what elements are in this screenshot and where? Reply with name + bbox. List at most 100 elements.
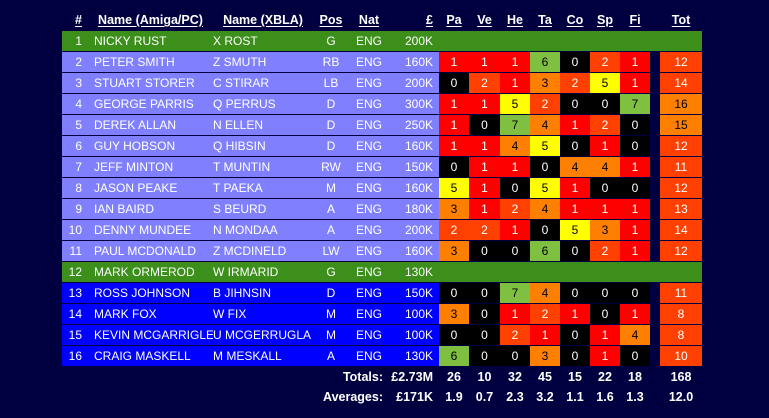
player-num: 7 [62, 157, 88, 178]
player-nat: ENG [349, 241, 389, 262]
header-tot[interactable]: Tot [660, 10, 702, 31]
header-co[interactable]: Co [560, 10, 590, 31]
player-rows: 1 NICKY RUST X ROST G ENG 200K 2 PETER SMITH Z S… [62, 31, 702, 367]
header-fi[interactable]: Fi [620, 10, 650, 31]
player-gap [650, 178, 660, 199]
player-pos: G [313, 262, 349, 283]
player-gap [650, 31, 660, 52]
player-stat-fi: 0 [620, 115, 650, 136]
header-sp[interactable]: Sp [590, 10, 620, 31]
player-price: 200K [389, 31, 439, 52]
player-nat: ENG [349, 136, 389, 157]
player-name-pc: JASON PEAKE [88, 178, 213, 199]
player-name-xbla: S BEURD [213, 199, 313, 220]
player-pos: RB [313, 52, 349, 73]
player-gap [650, 283, 660, 304]
player-row[interactable]: 2 PETER SMITH Z SMUTH RB ENG 160K 1 1 1 6 0 2 1 12 [62, 52, 702, 73]
player-name-pc: MARK ORMEROD [88, 262, 213, 283]
player-stat-pa: 0 [439, 325, 469, 346]
player-stat-sp: 2 [590, 52, 620, 73]
player-stat-fi [620, 31, 650, 52]
player-row[interactable]: 10 DENNY MUNDEE N MONDAA A ENG 200K 2 2 1 0 5 3 1 14 [62, 220, 702, 241]
totals-sp: 22 [598, 370, 612, 384]
player-row[interactable]: 5 DEREK ALLAN N ELLEN D ENG 250K 1 0 7 4 1 2 0 15 [62, 115, 702, 136]
player-name-pc: GUY HOBSON [88, 136, 213, 157]
totals-gap [650, 367, 660, 387]
header-name-xbla[interactable]: Name (XBLA) [213, 10, 313, 31]
player-stat-tot: 8 [660, 325, 702, 346]
player-gap [650, 199, 660, 220]
player-num: 13 [62, 283, 88, 304]
player-num: 8 [62, 178, 88, 199]
player-row[interactable]: 11 PAUL MCDONALD Z MCDINELD LW ENG 160K 3 0 0 6 0 2… [62, 241, 702, 262]
header-he[interactable]: He [500, 10, 530, 31]
player-stat-sp: 2 [590, 241, 620, 262]
header-num[interactable]: # [62, 10, 88, 31]
player-row[interactable]: 8 JASON PEAKE T PAEKA M ENG 160K 5 1 0 5 1 0 0 12 [62, 178, 702, 199]
player-stat-co: 0 [560, 241, 590, 262]
header-ta[interactable]: Ta [530, 10, 560, 31]
player-stat-co: 0 [560, 283, 590, 304]
player-stat-pa [439, 31, 469, 52]
player-nat: ENG [349, 346, 389, 367]
player-stat-sp: 1 [590, 346, 620, 367]
player-stat-sp: 4 [590, 157, 620, 178]
totals-price: £2.73M [391, 370, 433, 384]
player-stat-tot: 14 [660, 73, 702, 94]
player-name-xbla: C STIRAR [213, 73, 313, 94]
player-stat-he: 5 [500, 94, 530, 115]
player-stat-he: 2 [500, 325, 530, 346]
player-name-xbla: Z SMUTH [213, 52, 313, 73]
player-gap [650, 94, 660, 115]
player-stat-fi: 0 [620, 136, 650, 157]
player-name-xbla: T MUNTIN [213, 157, 313, 178]
player-stat-pa: 2 [439, 220, 469, 241]
player-row[interactable]: 1 NICKY RUST X ROST G ENG 200K [62, 31, 702, 52]
player-row[interactable]: 14 MARK FOX W FIX M ENG 100K 3 0 1 2 1 0 1 8 [62, 304, 702, 325]
player-stat-pa [439, 262, 469, 283]
player-stat-co: 4 [560, 157, 590, 178]
totals-ve: 10 [477, 370, 492, 384]
player-row[interactable]: 4 GEORGE PARRIS Q PERRUS D ENG 300K 1 1 5 2 0 0 7 16 [62, 94, 702, 115]
player-gap [650, 346, 660, 367]
player-stat-sp: 5 [590, 73, 620, 94]
player-stat-he: 0 [500, 346, 530, 367]
player-nat: ENG [349, 52, 389, 73]
player-name-pc: ROSS JOHNSON [88, 283, 213, 304]
player-pos: M [313, 178, 349, 199]
player-row[interactable]: 13 ROSS JOHNSON B JIHNSIN D ENG 150K 0 0 7 4 0 0 0 11 [62, 283, 702, 304]
header-nat[interactable]: Nat [349, 10, 389, 31]
header-row: # Name (Amiga/PC) Name (XBLA) Pos Nat £ … [62, 10, 702, 31]
header-pos[interactable]: Pos [313, 10, 349, 31]
player-gap [650, 325, 660, 346]
player-row[interactable]: 16 CRAIG MASKELL M MESKALL A ENG 130K 6 0 0 3 0 1 0 1… [62, 346, 702, 367]
player-row[interactable]: 7 JEFF MINTON T MUNTIN RW ENG 150K 0 1 1 0 4 4 1 11 [62, 157, 702, 178]
player-stat-co: 0 [560, 52, 590, 73]
header-price[interactable]: £ [389, 10, 439, 31]
player-row[interactable]: 3 STUART STORER C STIRAR LB ENG 200K 0 2 1 3 2 5 1 14 [62, 73, 702, 94]
player-stat-he: 0 [500, 178, 530, 199]
player-stat-ve: 1 [469, 178, 500, 199]
header-pa[interactable]: Pa [439, 10, 469, 31]
player-row[interactable]: 6 GUY HOBSON Q HIBSIN D ENG 160K 1 1 4 5 0 1 0 12 [62, 136, 702, 157]
player-name-pc: DEREK ALLAN [88, 115, 213, 136]
header-ve[interactable]: Ve [469, 10, 500, 31]
player-pos: G [313, 31, 349, 52]
player-stat-fi: 0 [620, 178, 650, 199]
player-stat-tot: 12 [660, 178, 702, 199]
averages-fi: 1.3 [626, 390, 644, 404]
player-gap [650, 157, 660, 178]
player-row[interactable]: 9 IAN BAIRD S BEURD A ENG 180K 3 1 2 4 1 1 1 13 [62, 199, 702, 220]
player-pos: LB [313, 73, 349, 94]
player-num: 11 [62, 241, 88, 262]
header-name-pc[interactable]: Name (Amiga/PC) [88, 10, 213, 31]
player-row[interactable]: 15 KEVIN MCGARRIGLE U MCGERRUGLA M ENG 100K 0 0… [62, 325, 702, 346]
player-stat-tot [660, 262, 702, 283]
player-stat-ve: 1 [469, 199, 500, 220]
player-num: 1 [62, 31, 88, 52]
player-stat-ta: 5 [530, 136, 560, 157]
player-stat-fi [620, 262, 650, 283]
player-stat-co: 1 [560, 115, 590, 136]
player-name-pc: PAUL MCDONALD [88, 241, 213, 262]
player-row[interactable]: 12 MARK ORMEROD W IRMARID G ENG 130K [62, 262, 702, 283]
